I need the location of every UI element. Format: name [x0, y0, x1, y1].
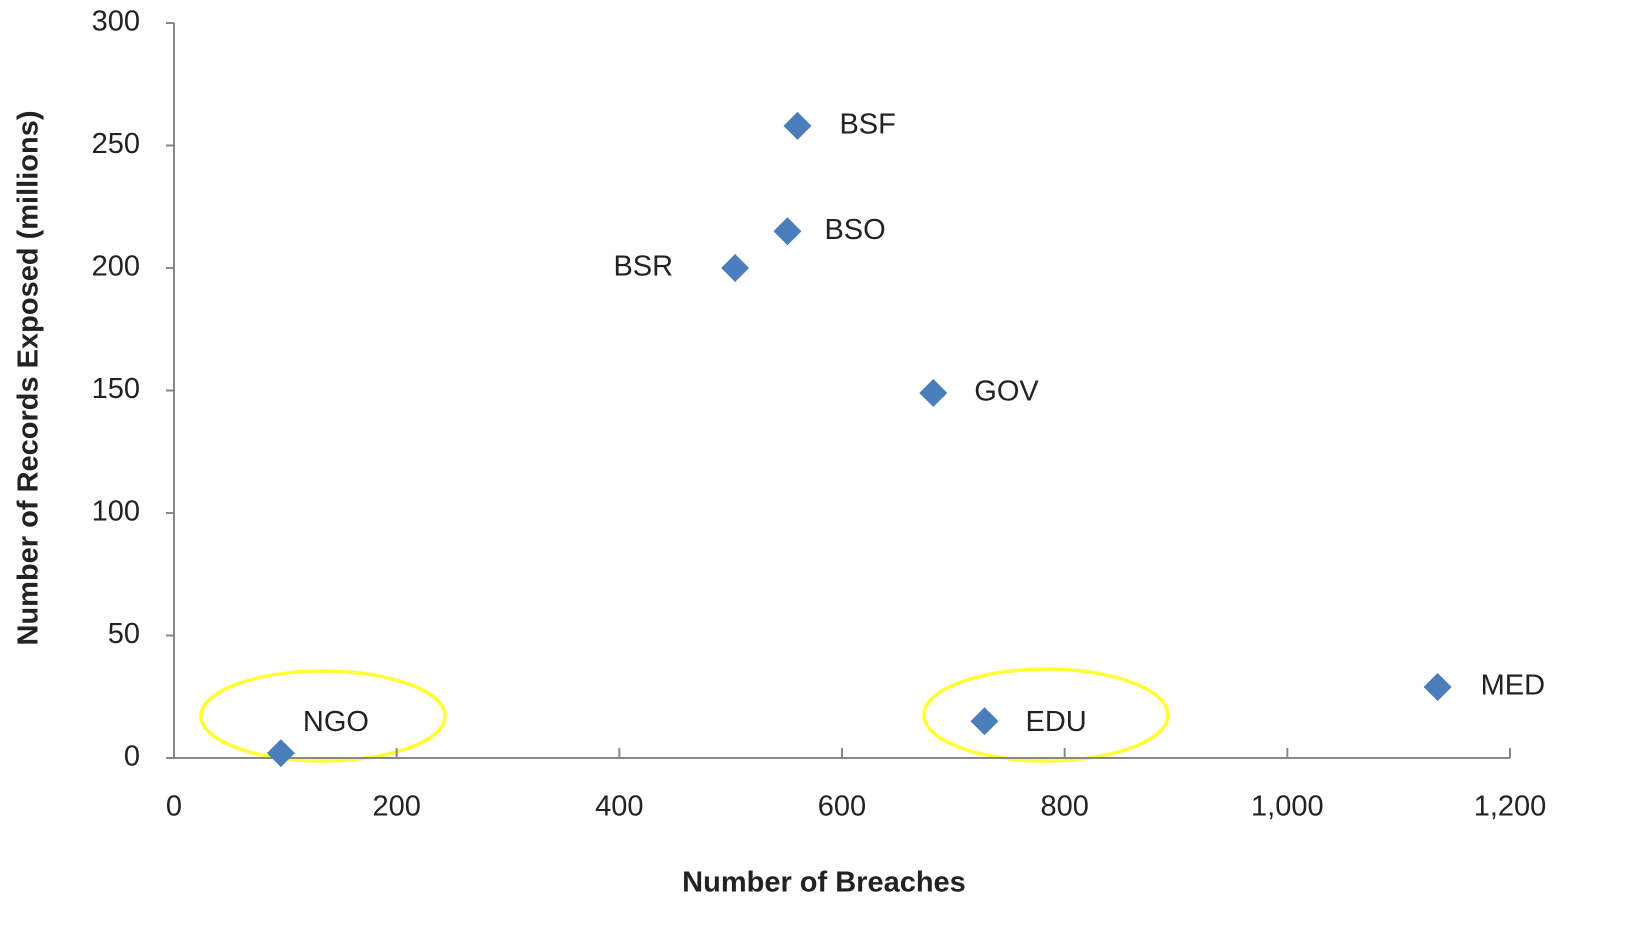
- point: [721, 254, 750, 282]
- point-label: MED: [1481, 670, 1545, 702]
- highlight-ellipse: [199, 669, 447, 763]
- x-tick-label: 600: [818, 791, 866, 823]
- y-tick-label: 250: [92, 128, 140, 160]
- point-label: BSO: [824, 214, 885, 246]
- y-tick-label: 200: [92, 251, 140, 283]
- point: [266, 739, 295, 768]
- x-tick-label: 1,200: [1474, 791, 1547, 823]
- x-tick-label: 200: [372, 791, 420, 823]
- point: [970, 707, 999, 736]
- point: [783, 111, 812, 140]
- x-tick-label: 0: [166, 791, 182, 823]
- point-label: GOV: [974, 376, 1039, 408]
- point: [919, 378, 948, 407]
- y-tick-label: 0: [124, 741, 140, 773]
- y-tick-label: 150: [92, 373, 140, 405]
- y-tick-label: 300: [92, 6, 140, 38]
- point: [773, 217, 802, 246]
- y-axis-title: Number of Records Exposed (millions): [13, 111, 45, 646]
- point-label: NGO: [303, 706, 369, 738]
- point-label: EDU: [1026, 706, 1087, 738]
- point-label: BSR: [613, 251, 673, 283]
- x-tick-label: 800: [1040, 791, 1088, 823]
- point-label: BSF: [839, 109, 895, 141]
- y-tick-label: 100: [92, 496, 140, 528]
- y-tick-label: 50: [108, 618, 140, 650]
- highlight-ellipse: [922, 667, 1170, 763]
- x-axis-title: Number of Breaches: [682, 867, 966, 899]
- x-tick-label: 400: [595, 791, 643, 823]
- point: [1423, 672, 1452, 701]
- x-tick-label: 1,000: [1251, 791, 1324, 823]
